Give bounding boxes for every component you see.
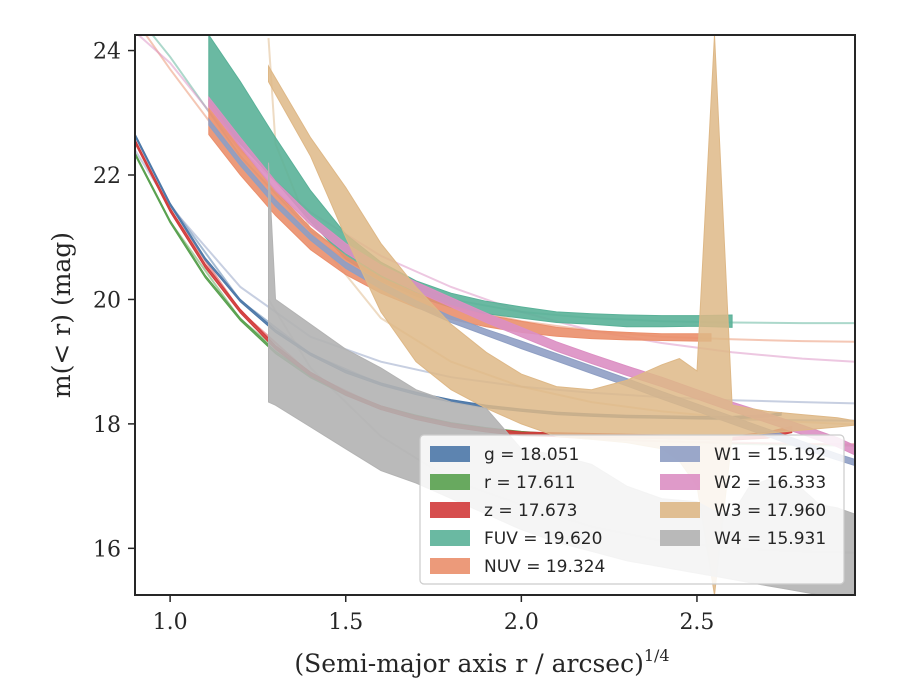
legend-label-z: z = 17.673 [484, 501, 577, 521]
y-tick-label: 22 [93, 164, 121, 189]
legend-swatch-fuv [430, 530, 470, 546]
legend-swatch-w4 [660, 530, 700, 546]
legend-swatch-g [430, 446, 470, 462]
legend-swatch-nuv [430, 558, 470, 574]
x-axis-label-main: (Semi-major axis r / arcsec) [294, 649, 643, 678]
legend-swatch-r [430, 474, 470, 490]
plot-frame [134, 34, 856, 596]
legend-swatch-z [430, 502, 470, 518]
legend-swatch-w3 [660, 502, 700, 518]
y-tick-label: 16 [93, 537, 121, 562]
x-tick-label: 1.0 [153, 610, 188, 635]
legend-label-w1: W1 = 15.192 [714, 445, 826, 465]
x-tick-label: 2.5 [679, 610, 714, 635]
x-tick-label: 2.0 [504, 610, 539, 635]
legend-label-g: g = 18.051 [484, 445, 579, 465]
y-tick-label: 20 [93, 288, 121, 313]
legend-swatch-w1 [660, 446, 700, 462]
legend-label-fuv: FUV = 19.620 [484, 529, 602, 549]
axes-ticks: 1.0 1.5 2.0 2.5 16 18 20 22 24 [93, 40, 714, 635]
x-tick-label: 1.5 [328, 610, 363, 635]
y-axis-label: m(< r) (mag) [47, 232, 76, 398]
legend-label-w4: W4 = 15.931 [714, 529, 826, 549]
legend-label-w3: W3 = 17.960 [714, 501, 826, 521]
legend-label-nuv: NUV = 19.324 [484, 557, 605, 577]
legend-swatch-w2 [660, 474, 700, 490]
legend-label-w2: W2 = 16.333 [714, 473, 826, 493]
legend-label-r: r = 17.611 [484, 473, 576, 493]
x-axis-label-exponent: 1/4 [644, 646, 670, 665]
legend: g = 18.051 r = 17.611 z = 17.673 FUV = 19.6… [419, 434, 845, 585]
y-tick-label: 24 [93, 40, 121, 65]
legend-frame [419, 434, 845, 585]
y-tick-label: 18 [93, 413, 121, 438]
x-axis-label: (Semi-major axis r / arcsec)1/4 [294, 646, 669, 678]
